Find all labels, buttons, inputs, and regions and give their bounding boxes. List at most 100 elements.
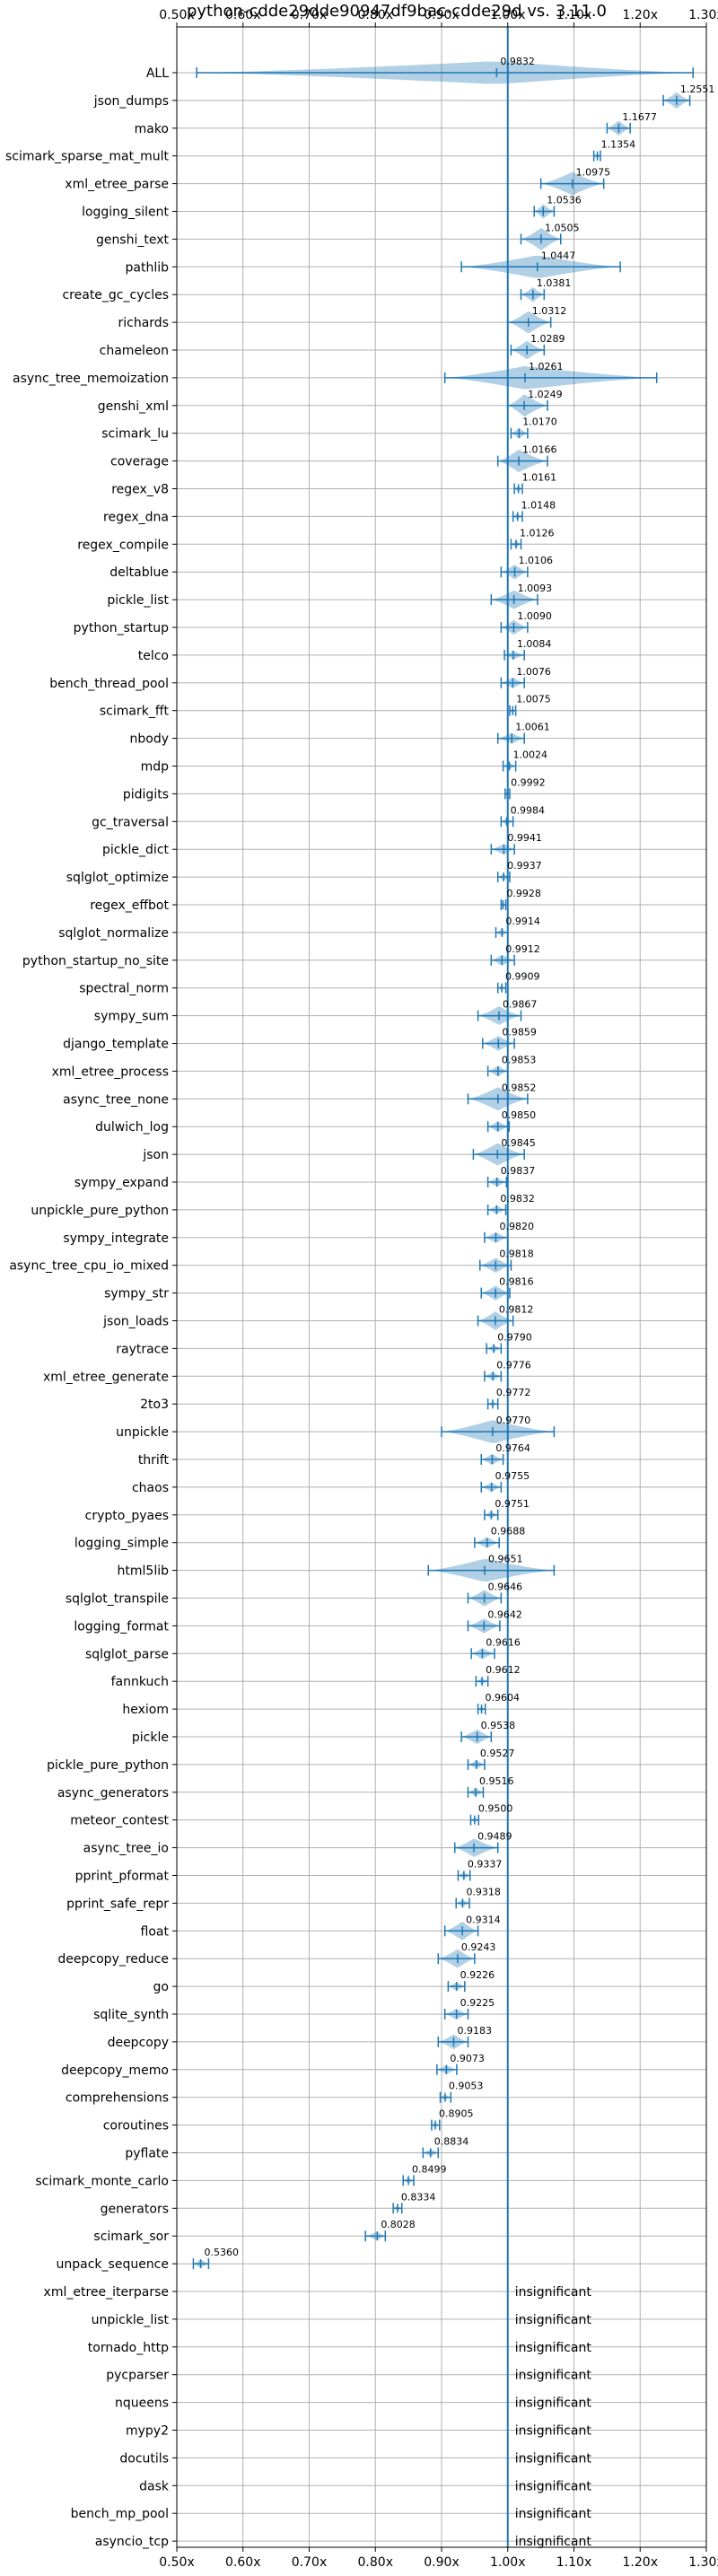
benchmark-label: regex_effbot [90, 898, 169, 913]
value-label: 0.9755 [495, 1470, 530, 1482]
value-label: 1.0261 [529, 361, 564, 372]
benchmark-label: gc_traversal [92, 815, 169, 829]
benchmark-label: unpack_sequence [57, 2257, 169, 2272]
benchmark-label: deltablue [109, 565, 169, 580]
benchmark-label: raytrace [116, 1342, 169, 1356]
value-label: 1.0093 [518, 583, 553, 594]
value-label: 0.9912 [505, 943, 540, 955]
benchmark-label: nqueens [115, 2396, 169, 2411]
value-label: 1.0090 [517, 610, 552, 622]
value-label: 0.8334 [401, 2191, 436, 2203]
value-label: 1.0126 [520, 527, 555, 539]
benchmark-label: scimark_fft [100, 705, 170, 719]
value-label: 0.9764 [495, 1442, 530, 1454]
value-label: 0.9867 [503, 999, 538, 1011]
benchmark-label: comprehensions [66, 2091, 169, 2106]
insignificant-label: insignificant [515, 2424, 592, 2439]
benchmark-label: deepcopy [108, 2036, 169, 2050]
value-label: 1.2551 [680, 83, 715, 95]
benchmark-label: async_tree_io [83, 1842, 169, 1856]
benchmark-label: scimark_sparse_mat_mult [5, 150, 169, 164]
top-tick-label: 0.50x [159, 8, 194, 22]
value-label: 1.0505 [545, 222, 580, 233]
benchmark-label: deepcopy_reduce [57, 1952, 169, 1967]
benchmark-label: sqlglot_parse [85, 1647, 169, 1661]
benchmark-label: bench_mp_pool [71, 2507, 169, 2521]
value-label: 0.9642 [487, 1608, 522, 1620]
benchmark-label: spectral_norm [79, 982, 169, 996]
benchmark-label: thrift [138, 1453, 170, 1468]
benchmark-label: python_startup_no_site [22, 954, 169, 968]
benchmark-label: xml_etree_iterparse [44, 2285, 169, 2300]
value-label: 0.9859 [502, 1027, 537, 1038]
benchmark-label: go [153, 1980, 169, 1994]
top-tick-label: 0.80x [358, 8, 393, 22]
value-label: 0.9850 [502, 1109, 537, 1121]
value-label: 0.9845 [501, 1137, 536, 1149]
value-label: 0.9314 [466, 1914, 501, 1925]
value-label: 0.9616 [486, 1636, 521, 1648]
value-label: 1.0084 [517, 638, 552, 650]
value-label: 0.9837 [501, 1165, 536, 1177]
benchmark-label: chaos [132, 1481, 169, 1495]
benchmark-label: json_dumps [93, 94, 169, 109]
insignificant-label: insignificant [515, 2507, 592, 2521]
value-label: 1.0061 [515, 722, 550, 733]
value-label: 0.9909 [505, 971, 540, 983]
value-label: 0.9914 [505, 916, 540, 927]
value-label: 1.0312 [532, 305, 567, 317]
benchmark-label: regex_compile [77, 538, 169, 552]
bottom-tick-label: 0.50x [159, 2555, 194, 2570]
benchmark-label: deepcopy_memo [61, 2063, 169, 2078]
value-label: 0.9928 [506, 888, 541, 899]
value-label: 1.0381 [537, 277, 572, 289]
value-label: 0.9688 [491, 1526, 526, 1538]
benchmark-label: pidigits [123, 787, 169, 802]
value-label: 1.0161 [522, 472, 557, 484]
insignificant-label: insignificant [515, 2369, 592, 2383]
benchmark-label: dulwich_log [95, 1120, 169, 1135]
insignificant-label: insignificant [515, 2451, 592, 2466]
benchmark-label: mypy2 [126, 2424, 169, 2439]
value-label: 0.9832 [500, 1193, 535, 1205]
benchmark-label: pickle_dict [102, 843, 170, 857]
value-label: 0.9751 [495, 1498, 530, 1510]
benchmark-label: sqlite_synth [93, 2008, 169, 2022]
benchmark-label: chameleon [100, 344, 169, 358]
bottom-tick-label: 0.70x [292, 2555, 327, 2570]
benchmark-label: logging_simple [74, 1537, 169, 1551]
benchmark-label: richards [118, 316, 170, 330]
top-tick-label: 1.00x [490, 8, 525, 22]
benchmark-label: pyflate [125, 2147, 169, 2161]
value-label: 0.9243 [461, 1941, 496, 1953]
value-label: 1.0975 [576, 167, 611, 179]
benchmark-label: sqlglot_transpile [66, 1592, 169, 1607]
value-label: 0.9790 [497, 1331, 532, 1343]
benchmark-label: scimark_sor [93, 2230, 169, 2244]
value-label: 0.9818 [499, 1249, 534, 1260]
value-label: 1.0106 [519, 555, 554, 566]
violin-layer [192, 27, 694, 2547]
value-label: 0.9770 [496, 1415, 531, 1426]
insignificant-label: insignificant [515, 2479, 592, 2493]
value-label: 1.0024 [513, 749, 548, 761]
benchmark-label: create_gc_cycles [62, 288, 169, 302]
insignificant-label: insignificant [515, 2285, 592, 2300]
value-label: 1.0249 [528, 389, 563, 400]
benchmark-label: mdp [141, 760, 170, 775]
benchmark-label: json_loads [102, 1315, 169, 1329]
benchmark-label: json [142, 1148, 169, 1162]
value-label: 1.0170 [522, 416, 557, 428]
bottom-tick-label: 0.60x [225, 2555, 260, 2570]
bottom-tick-label: 1.30x [688, 2555, 718, 2570]
bottom-tick-label: 1.00x [490, 2555, 525, 2570]
value-label: 1.0148 [521, 499, 556, 511]
value-label: 0.9183 [457, 2025, 491, 2037]
benchmark-label: async_generators [57, 1786, 169, 1801]
benchmark-label: pickle_list [107, 593, 169, 608]
benchmark-label: async_tree_memoization [13, 372, 169, 386]
benchmark-label: django_template [63, 1038, 169, 1052]
benchmark-label: sympy_sum [94, 1010, 169, 1024]
benchmark-label: bench_thread_pool [49, 677, 169, 691]
